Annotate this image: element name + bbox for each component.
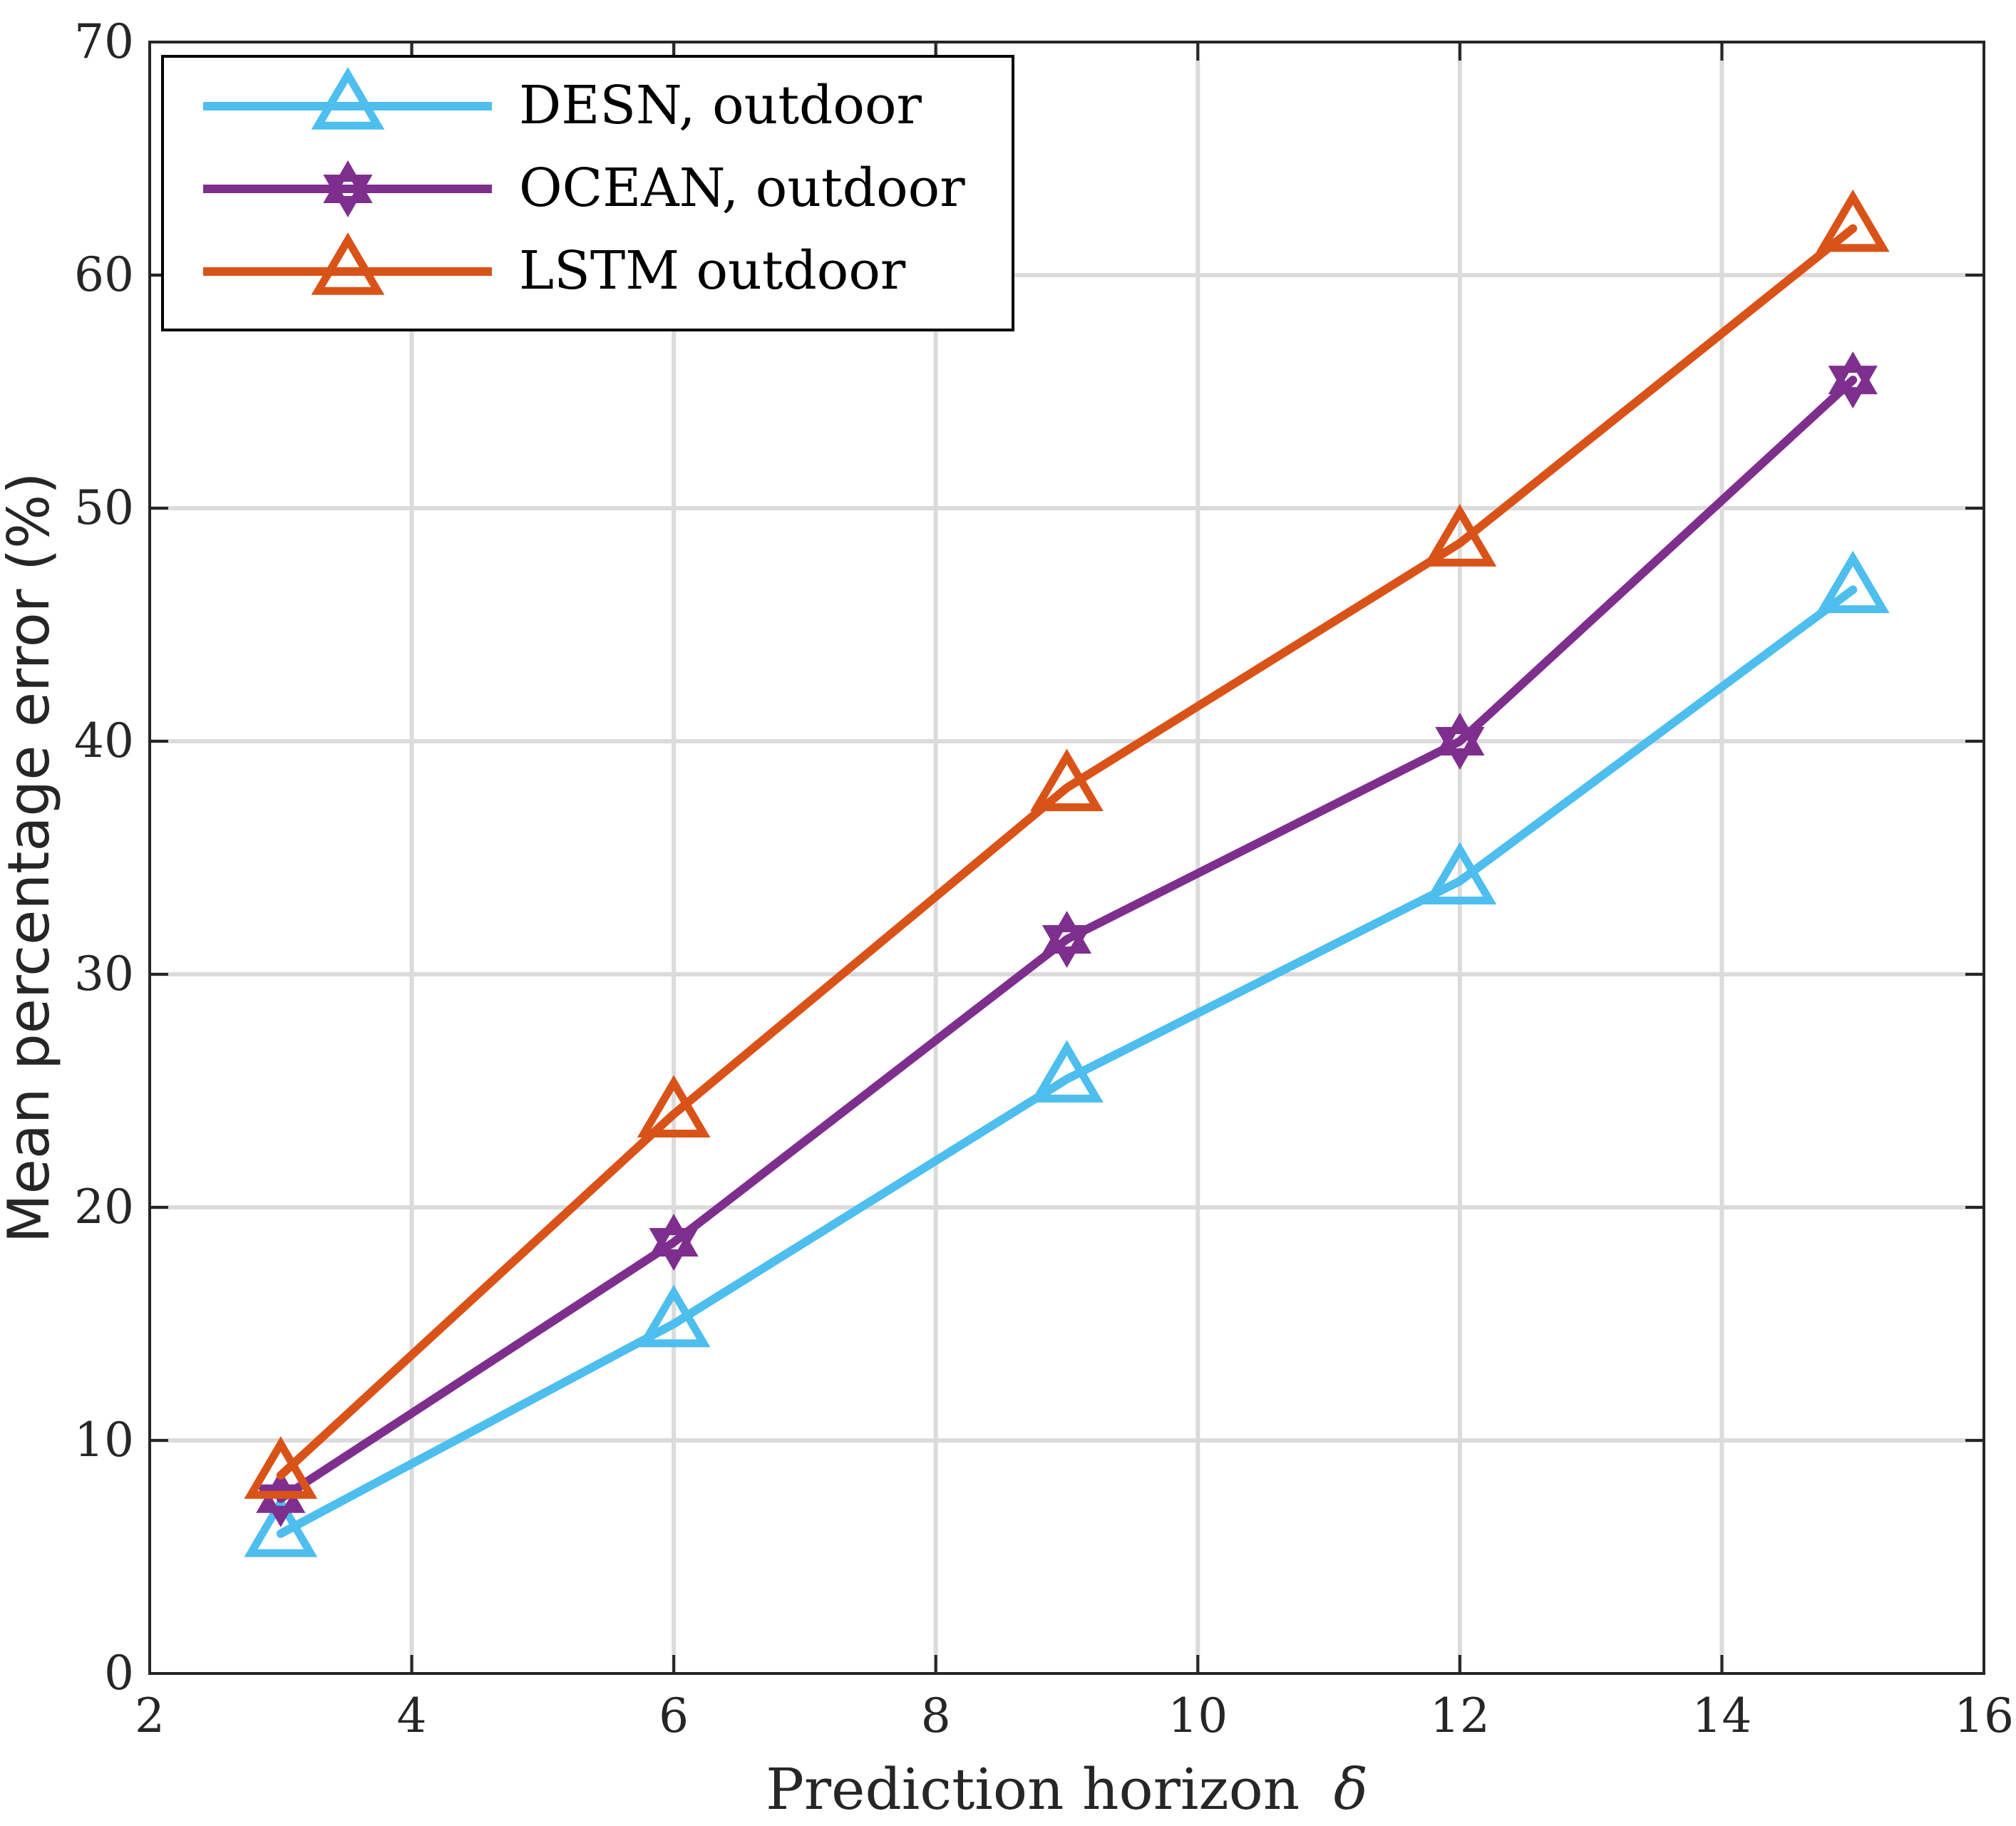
y-tick-label: 30 (74, 946, 134, 1001)
x-tick-label: 12 (1430, 1688, 1490, 1743)
data-point-marker (1423, 842, 1497, 904)
y-tick-label: 60 (74, 247, 134, 302)
x-tick-label: 8 (921, 1688, 951, 1743)
series-line (276, 224, 1858, 1480)
legend-marker (311, 67, 385, 130)
legend-label: OCEAN, outdoor (519, 158, 965, 219)
x-tick-label: 16 (1954, 1688, 2014, 1743)
x-tick-label: 6 (659, 1688, 689, 1743)
data-point-marker (637, 1075, 711, 1138)
legend-marker (311, 232, 385, 295)
series-line (276, 585, 1858, 1538)
series-layer (244, 189, 1890, 1557)
y-tick-label: 50 (74, 480, 134, 535)
data-point-marker (1435, 712, 1485, 770)
data-point-marker (649, 1214, 699, 1272)
y-tick-label: 0 (104, 1646, 134, 1701)
legend-label: LSTM outdoor (519, 240, 906, 301)
x-axis-label: Prediction horizon δ (766, 1756, 1368, 1822)
y-tick-label: 10 (74, 1413, 134, 1467)
data-point-marker (1828, 351, 1878, 409)
legend-marker (323, 160, 373, 218)
y-tick-label: 40 (74, 713, 134, 768)
data-point-marker (1030, 748, 1104, 812)
x-tick-label: 14 (1692, 1688, 1752, 1743)
data-point-marker (1042, 910, 1092, 968)
x-axis-label-text: Prediction horizon (766, 1756, 1300, 1822)
y-axis-label: Mean percentage error (%) (0, 473, 62, 1244)
data-point-marker (244, 1494, 318, 1557)
axis-ticks (148, 41, 1985, 1675)
data-point-marker (1030, 1040, 1104, 1103)
data-point-marker (1816, 550, 1890, 614)
data-point-marker (1423, 504, 1497, 567)
legend: DESN, outdoor OCEAN, outdoor LSTM outdoor (161, 55, 1014, 331)
x-axis-label-symbol: δ (1334, 1756, 1368, 1822)
legend-label: DESN, outdoor (519, 75, 922, 136)
tick-labels: 2 4 6 8 10 12 14 16 0 10 20 30 40 50 60 70 (74, 14, 2014, 1743)
data-point-marker (637, 1284, 711, 1348)
plot-frame (148, 41, 1985, 1675)
x-tick-label: 4 (397, 1688, 427, 1743)
data-point-marker (244, 1436, 318, 1499)
y-tick-label: 70 (74, 14, 134, 69)
x-tick-label: 10 (1168, 1688, 1228, 1743)
series-line (276, 376, 1858, 1503)
x-tick-label: 2 (135, 1688, 165, 1743)
data-point-marker (1816, 189, 1890, 252)
y-tick-label: 20 (74, 1180, 134, 1234)
